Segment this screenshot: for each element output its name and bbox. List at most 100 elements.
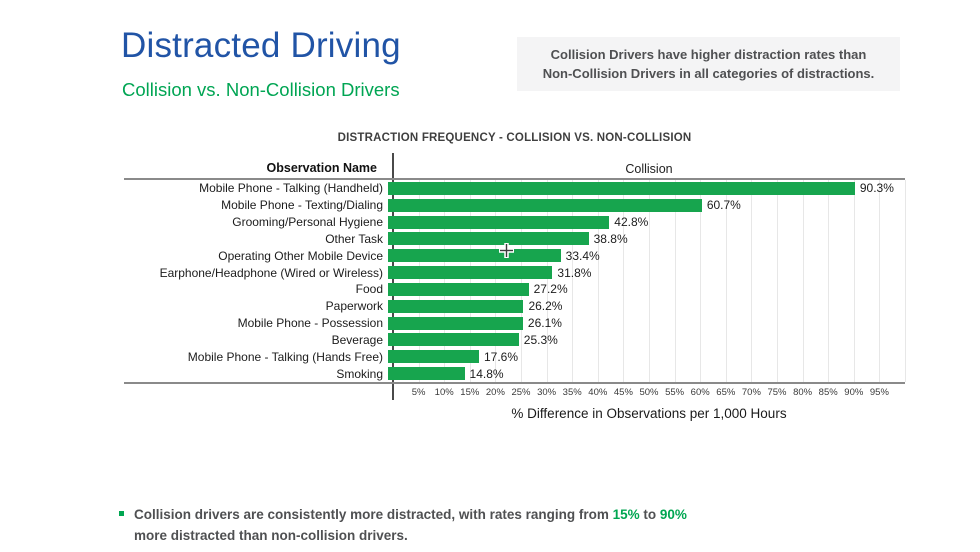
category-label: Operating Other Mobile Device	[218, 248, 383, 263]
bar-track: 17.6%	[388, 348, 905, 365]
category-label: Paperwork	[325, 299, 383, 314]
bar-track: 90.3%	[388, 180, 905, 197]
bar-track: 26.1%	[388, 315, 905, 332]
column-header-collision: Collision	[625, 162, 673, 176]
x-tick-label: 5%	[411, 387, 426, 398]
x-tick-label: 85%	[818, 387, 838, 398]
category-label: Other Task	[325, 231, 383, 246]
bar-value-label: 27.2%	[533, 282, 568, 297]
bar-row: Mobile Phone - Texting/Dialing 60.7%	[124, 197, 905, 214]
gridline	[777, 180, 778, 382]
bar-row: Mobile Phone - Talking (Handheld) 90.3%	[124, 180, 905, 197]
gridline	[418, 180, 420, 382]
bar-rows: Mobile Phone - Talking (Handheld) 90.3% Mo…	[124, 180, 905, 382]
x-axis-ticks: 5% 10% 15% 20% 25% 30% 35% 40% 45% 50% 55% 60% 65% 70…	[393, 387, 905, 399]
bar-value-label: 26.2%	[528, 299, 563, 314]
takeaway-line-2: more distracted than non-collision drive…	[134, 528, 408, 543]
takeaway-bullet: Collision drivers are consistently more …	[119, 504, 779, 546]
bar[interactable]	[388, 367, 465, 381]
bar[interactable]	[388, 350, 479, 364]
bar-row: Other Task 38.8%	[124, 230, 905, 247]
bar-value-label: 60.7%	[706, 198, 741, 213]
x-tick-label: 75%	[767, 387, 787, 398]
bar-value-label: 42.8%	[614, 215, 649, 230]
x-tick-label: 30%	[537, 387, 557, 398]
bullet-icon	[119, 511, 124, 516]
bar-value-label: 38.8%	[593, 231, 628, 246]
bar-track: 60.7%	[388, 197, 905, 214]
highlight-high: 90%	[659, 507, 687, 522]
callout-line-1: Collision Drivers have higher distractio…	[550, 47, 867, 62]
gridline	[700, 180, 702, 382]
x-tick-label: 10%	[434, 387, 454, 398]
gridlines	[393, 180, 906, 382]
highlight-low: 15%	[612, 507, 640, 522]
gridline	[495, 180, 497, 382]
bar-value-label: 33.4%	[565, 248, 600, 263]
x-tick-label: 95%	[869, 387, 889, 398]
page-subtitle: Collision vs. Non-Collision Drivers	[122, 79, 400, 100]
gridline	[444, 180, 446, 382]
bar-row: Earphone/Headphone (Wired or Wireless) 31…	[124, 264, 905, 281]
x-tick-label: 40%	[588, 387, 608, 398]
bar-row: Beverage 25.3%	[124, 331, 905, 348]
bar[interactable]	[388, 333, 519, 347]
bar-value-label: 17.6%	[483, 349, 519, 364]
category-label: Beverage	[331, 332, 383, 347]
category-label: Grooming/Personal Hygiene	[232, 215, 383, 230]
plot-right-border	[905, 180, 906, 382]
bar-track: 14.8%	[388, 365, 905, 382]
bar[interactable]	[388, 266, 553, 280]
bar-value-label: 25.3%	[523, 332, 558, 347]
bar-row: Operating Other Mobile Device 33.4%	[124, 247, 905, 264]
bar[interactable]	[388, 249, 561, 263]
x-tick-label: 60%	[690, 387, 710, 398]
bar-row: Smoking 14.8%	[124, 365, 905, 382]
bar-value-label: 14.8%	[469, 366, 504, 381]
chart-title: DISTRACTION FREQUENCY - COLLISION VS. NO…	[337, 132, 692, 144]
gridline	[572, 180, 574, 382]
bar-track: 33.4%	[388, 247, 905, 264]
bar-value-label: 26.1%	[527, 316, 562, 331]
x-tick-label: 65%	[716, 387, 736, 398]
bar-row: Food 27.2%	[124, 281, 905, 298]
bar[interactable]	[388, 282, 529, 296]
bar-value-label: 31.8%	[557, 265, 592, 280]
gridline	[802, 180, 804, 382]
crosshair-cursor	[499, 243, 514, 258]
x-tick-label: 45%	[613, 387, 633, 398]
x-tick-label: 55%	[665, 387, 685, 398]
bar-row: Mobile Phone - Possession 26.1%	[124, 315, 905, 332]
bar-track: 27.2%	[388, 281, 905, 298]
x-axis-rule	[124, 382, 905, 384]
x-tick-label: 80%	[793, 387, 813, 398]
bar[interactable]	[388, 232, 589, 246]
bar-chart: DISTRACTION FREQUENCY - COLLISION VS. NO…	[124, 125, 906, 430]
x-tick-label: 35%	[562, 387, 582, 398]
gridline	[751, 180, 753, 382]
gridline	[521, 180, 522, 382]
x-axis-label: % Difference in Observations per 1,000 H…	[511, 406, 787, 421]
category-label: Mobile Phone - Talking (Handheld)	[199, 181, 383, 196]
x-tick-label: 25%	[511, 387, 531, 398]
category-label: Mobile Phone - Talking (Hands Free)	[187, 349, 383, 364]
callout-box: Collision Drivers have higher distractio…	[517, 37, 900, 91]
callout-line-2: Non-Collision Drivers in all categories …	[542, 66, 875, 81]
category-label: Smoking	[336, 366, 383, 381]
x-tick-label: 90%	[844, 387, 864, 398]
bar[interactable]	[388, 299, 524, 313]
gridline	[725, 180, 727, 382]
bar[interactable]	[388, 198, 702, 212]
x-tick-label: 50%	[639, 387, 659, 398]
bar[interactable]	[388, 316, 523, 330]
bar-track: 26.2%	[388, 298, 905, 315]
category-label: Food	[355, 282, 383, 297]
bar[interactable]	[388, 181, 855, 195]
x-tick-label: 70%	[741, 387, 761, 398]
gridline	[674, 180, 676, 382]
bar[interactable]	[388, 215, 610, 229]
takeaway-text: Collision drivers are consistently more …	[134, 504, 687, 546]
x-tick-label: 20%	[485, 387, 505, 398]
column-header-observation-name: Observation Name	[266, 161, 377, 175]
bar-track: 42.8%	[388, 214, 905, 231]
